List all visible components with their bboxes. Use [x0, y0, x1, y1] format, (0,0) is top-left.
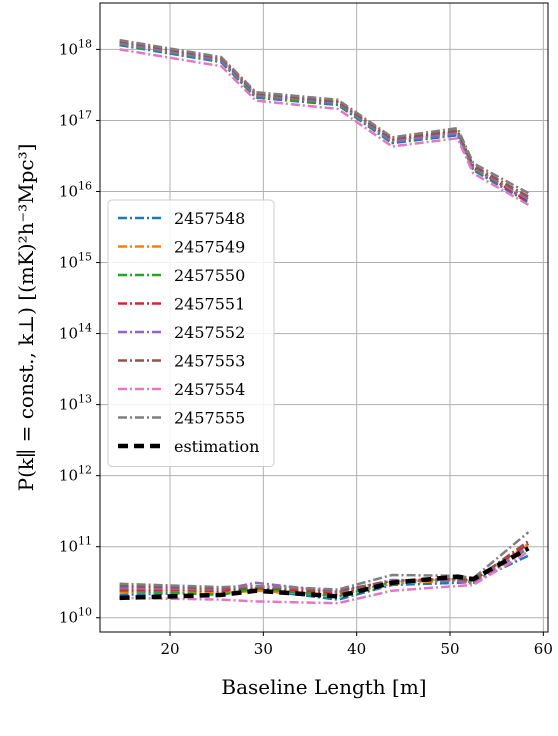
series-line-estimation-lower	[119, 546, 530, 601]
legend-label: 2457548	[174, 209, 245, 228]
series-line-2457553-lower	[119, 540, 530, 592]
legend-label: 2457550	[174, 266, 245, 285]
series-line-2457555-upper	[119, 38, 529, 195]
x-tick-label: 60	[534, 640, 553, 658]
y-tick-label: 1014	[59, 322, 92, 343]
legend-label: 2457554	[174, 380, 245, 399]
y-tick-label: 1018	[59, 37, 92, 58]
x-tick-label: 40	[347, 640, 366, 658]
y-tick-label: 1016	[59, 179, 92, 200]
series-line-2457554-lower	[119, 550, 530, 605]
legend-label: 2457549	[174, 238, 245, 257]
y-tick-label: 1017	[59, 108, 92, 129]
y-axis-label: P(k∥ = const., k⊥) [(mK)²h⁻³Mpc³]	[14, 144, 38, 492]
x-axis-label: Baseline Length [m]	[221, 675, 426, 699]
series-line-2457553-upper	[119, 40, 530, 198]
series-line-2457549-lower	[119, 542, 530, 597]
series-line-2457554-upper	[119, 48, 530, 206]
series-line-2457550-upper	[119, 43, 530, 202]
series-line-2457551-lower	[119, 542, 530, 595]
y-tick-label: 1013	[59, 393, 92, 414]
y-tick-label: 1015	[59, 251, 92, 272]
series-line-2457548-upper	[119, 43, 530, 204]
y-tick-label: 1010	[59, 606, 92, 627]
series-line-2457549-upper	[119, 42, 529, 200]
y-tick-label: 1011	[59, 535, 92, 556]
series-line-2457552-lower	[119, 545, 530, 594]
x-tick-label: 20	[160, 640, 179, 658]
ticks: 20 30 40 50 60 1010 1011 1012 1013 1014 1015 1016 10…	[59, 37, 553, 658]
y-tick-label: 1012	[59, 464, 92, 485]
legend-box	[107, 199, 275, 467]
legend: 2457548 2457549 2457550 2457551 2457552 24575…	[107, 199, 275, 467]
series-line-2457550-lower	[119, 547, 530, 598]
plot-frame	[99, 2, 549, 633]
series-line-2457551-upper	[119, 41, 530, 203]
series-line-2457552-upper	[119, 42, 530, 201]
legend-label: estimation	[174, 437, 259, 456]
legend-label: 2457553	[174, 352, 245, 371]
series-layer	[119, 38, 530, 605]
legend-label: 2457555	[174, 409, 245, 428]
x-tick-label: 30	[254, 640, 273, 658]
legend-label: 2457552	[174, 323, 245, 342]
legend-label: 2457551	[174, 295, 245, 314]
x-tick-label: 50	[440, 640, 459, 658]
